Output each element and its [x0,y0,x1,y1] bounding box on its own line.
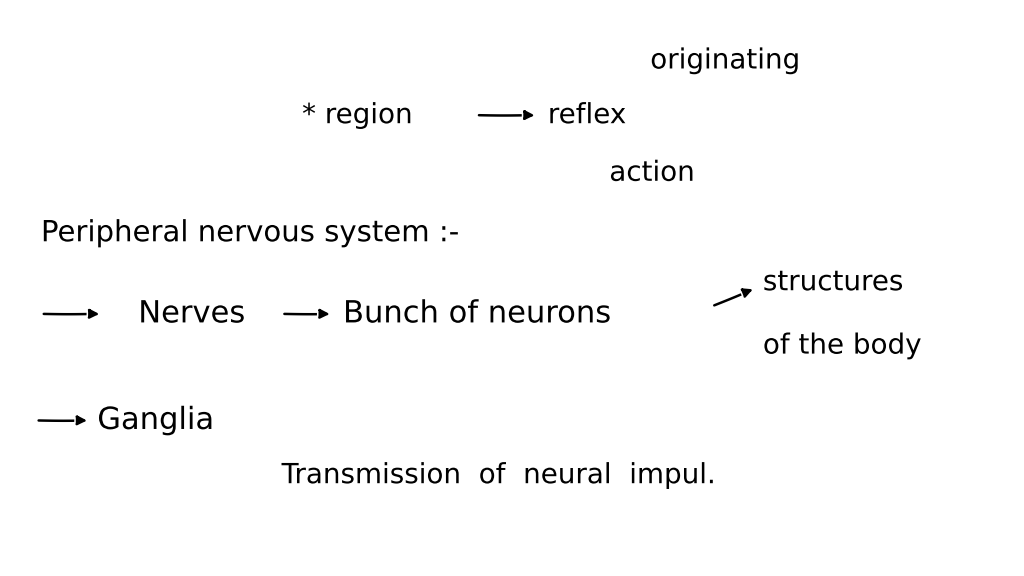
Text: Peripheral nervous system :-: Peripheral nervous system :- [41,219,459,247]
Text: Transmission  of  neural  impul.: Transmission of neural impul. [282,461,716,489]
Text: reflex: reflex [548,101,626,129]
Text: Nerves: Nerves [138,300,245,328]
Text: of the body: of the body [763,332,922,359]
Text: structures: structures [763,268,903,296]
Text: action: action [609,159,694,187]
Text: * region: * region [302,101,413,129]
Text: Bunch of neurons: Bunch of neurons [343,300,610,328]
Text: Ganglia: Ganglia [97,406,214,435]
Text: originating: originating [650,47,800,74]
